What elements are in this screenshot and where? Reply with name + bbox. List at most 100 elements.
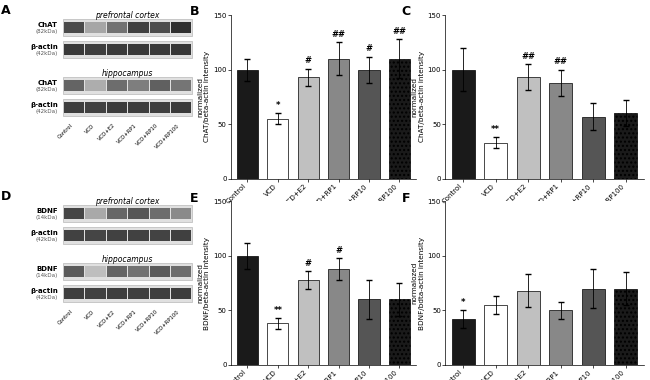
Bar xyxy=(85,102,105,113)
Text: VCD+RP100: VCD+RP100 xyxy=(155,123,181,149)
Text: hippocampus: hippocampus xyxy=(102,255,153,264)
Bar xyxy=(85,22,105,33)
Text: (42kDa): (42kDa) xyxy=(36,51,58,56)
Bar xyxy=(517,291,540,365)
Bar xyxy=(62,263,192,280)
Text: *: * xyxy=(461,298,465,307)
Bar xyxy=(298,280,318,365)
Text: F: F xyxy=(402,192,410,204)
Text: hippocampus: hippocampus xyxy=(102,69,153,78)
Bar xyxy=(85,288,105,299)
Bar xyxy=(128,266,148,277)
Text: (14kDa): (14kDa) xyxy=(36,215,58,220)
Text: ##: ## xyxy=(393,27,406,36)
Bar xyxy=(85,208,105,219)
Bar xyxy=(64,44,84,55)
Bar xyxy=(107,22,127,33)
Bar xyxy=(85,80,105,91)
Bar xyxy=(64,22,84,33)
Bar xyxy=(582,117,604,179)
Text: VCD+E2: VCD+E2 xyxy=(98,309,117,328)
Y-axis label: normalozed
BDNF/bdta-actin intensity: normalozed BDNF/bdta-actin intensity xyxy=(412,236,425,330)
Text: (42kDa): (42kDa) xyxy=(36,109,58,114)
Text: BDNF: BDNF xyxy=(36,266,58,272)
Text: *: * xyxy=(276,101,280,110)
Text: D: D xyxy=(1,190,12,203)
Text: Control: Control xyxy=(57,309,74,326)
Bar xyxy=(267,119,289,179)
Text: VCD+RP1: VCD+RP1 xyxy=(116,309,138,331)
Bar xyxy=(517,77,540,179)
Bar xyxy=(128,288,148,299)
Bar xyxy=(484,305,507,365)
Bar xyxy=(128,102,148,113)
Bar xyxy=(358,299,380,365)
Text: A: A xyxy=(1,4,11,17)
Bar xyxy=(62,227,192,244)
Bar xyxy=(107,288,127,299)
Text: C: C xyxy=(402,5,411,18)
Bar xyxy=(64,208,84,219)
Bar xyxy=(107,230,127,241)
Bar xyxy=(107,102,127,113)
Text: β-actin: β-actin xyxy=(30,230,58,236)
Text: prefrontal cortex: prefrontal cortex xyxy=(96,11,160,20)
Text: β-actin: β-actin xyxy=(30,288,58,294)
Bar xyxy=(237,256,258,365)
Bar xyxy=(150,288,170,299)
Bar xyxy=(267,323,289,365)
Bar xyxy=(85,230,105,241)
Text: (14kDa): (14kDa) xyxy=(36,273,58,278)
Bar xyxy=(171,44,192,55)
Bar xyxy=(64,230,84,241)
Bar xyxy=(614,288,637,365)
Text: ChAT: ChAT xyxy=(38,80,58,86)
Text: (82kDa): (82kDa) xyxy=(36,87,58,92)
Y-axis label: normalized
ChAT/beta-actin intensity: normalized ChAT/beta-actin intensity xyxy=(198,51,211,142)
Bar xyxy=(389,299,410,365)
Bar xyxy=(62,19,192,36)
Bar xyxy=(107,266,127,277)
Bar xyxy=(171,266,192,277)
Text: VCD: VCD xyxy=(84,123,96,134)
Bar xyxy=(107,44,127,55)
Bar xyxy=(358,70,380,179)
Bar xyxy=(171,208,192,219)
Bar xyxy=(452,319,474,365)
Bar xyxy=(171,102,192,113)
Bar xyxy=(549,310,572,365)
Bar xyxy=(171,288,192,299)
Bar xyxy=(582,288,604,365)
Bar xyxy=(237,70,258,179)
Bar xyxy=(171,80,192,91)
Bar xyxy=(150,102,170,113)
Bar xyxy=(328,59,349,179)
Bar xyxy=(484,142,507,179)
Bar xyxy=(107,80,127,91)
Text: E: E xyxy=(190,192,198,204)
Text: VCD+RP10: VCD+RP10 xyxy=(135,123,160,147)
Text: **: ** xyxy=(273,306,282,315)
Text: VCD+RP1: VCD+RP1 xyxy=(116,123,138,144)
Text: #: # xyxy=(305,56,312,65)
Text: (42kDa): (42kDa) xyxy=(36,237,58,242)
Text: prefrontal cortex: prefrontal cortex xyxy=(96,198,160,206)
Bar xyxy=(452,70,474,179)
Bar xyxy=(85,44,105,55)
Bar xyxy=(85,266,105,277)
Bar xyxy=(549,83,572,179)
Bar xyxy=(128,44,148,55)
Text: Control: Control xyxy=(57,123,74,140)
Bar xyxy=(62,77,192,94)
Bar xyxy=(150,44,170,55)
Bar xyxy=(328,269,349,365)
Bar xyxy=(150,208,170,219)
Bar xyxy=(128,80,148,91)
Bar xyxy=(298,77,318,179)
Bar xyxy=(171,22,192,33)
Text: VCD+RP10: VCD+RP10 xyxy=(135,309,160,333)
Y-axis label: normalized
BDNF/beta-actin intensity: normalized BDNF/beta-actin intensity xyxy=(198,237,211,329)
Text: **: ** xyxy=(491,125,500,134)
Text: #: # xyxy=(365,44,372,53)
Bar xyxy=(614,113,637,179)
